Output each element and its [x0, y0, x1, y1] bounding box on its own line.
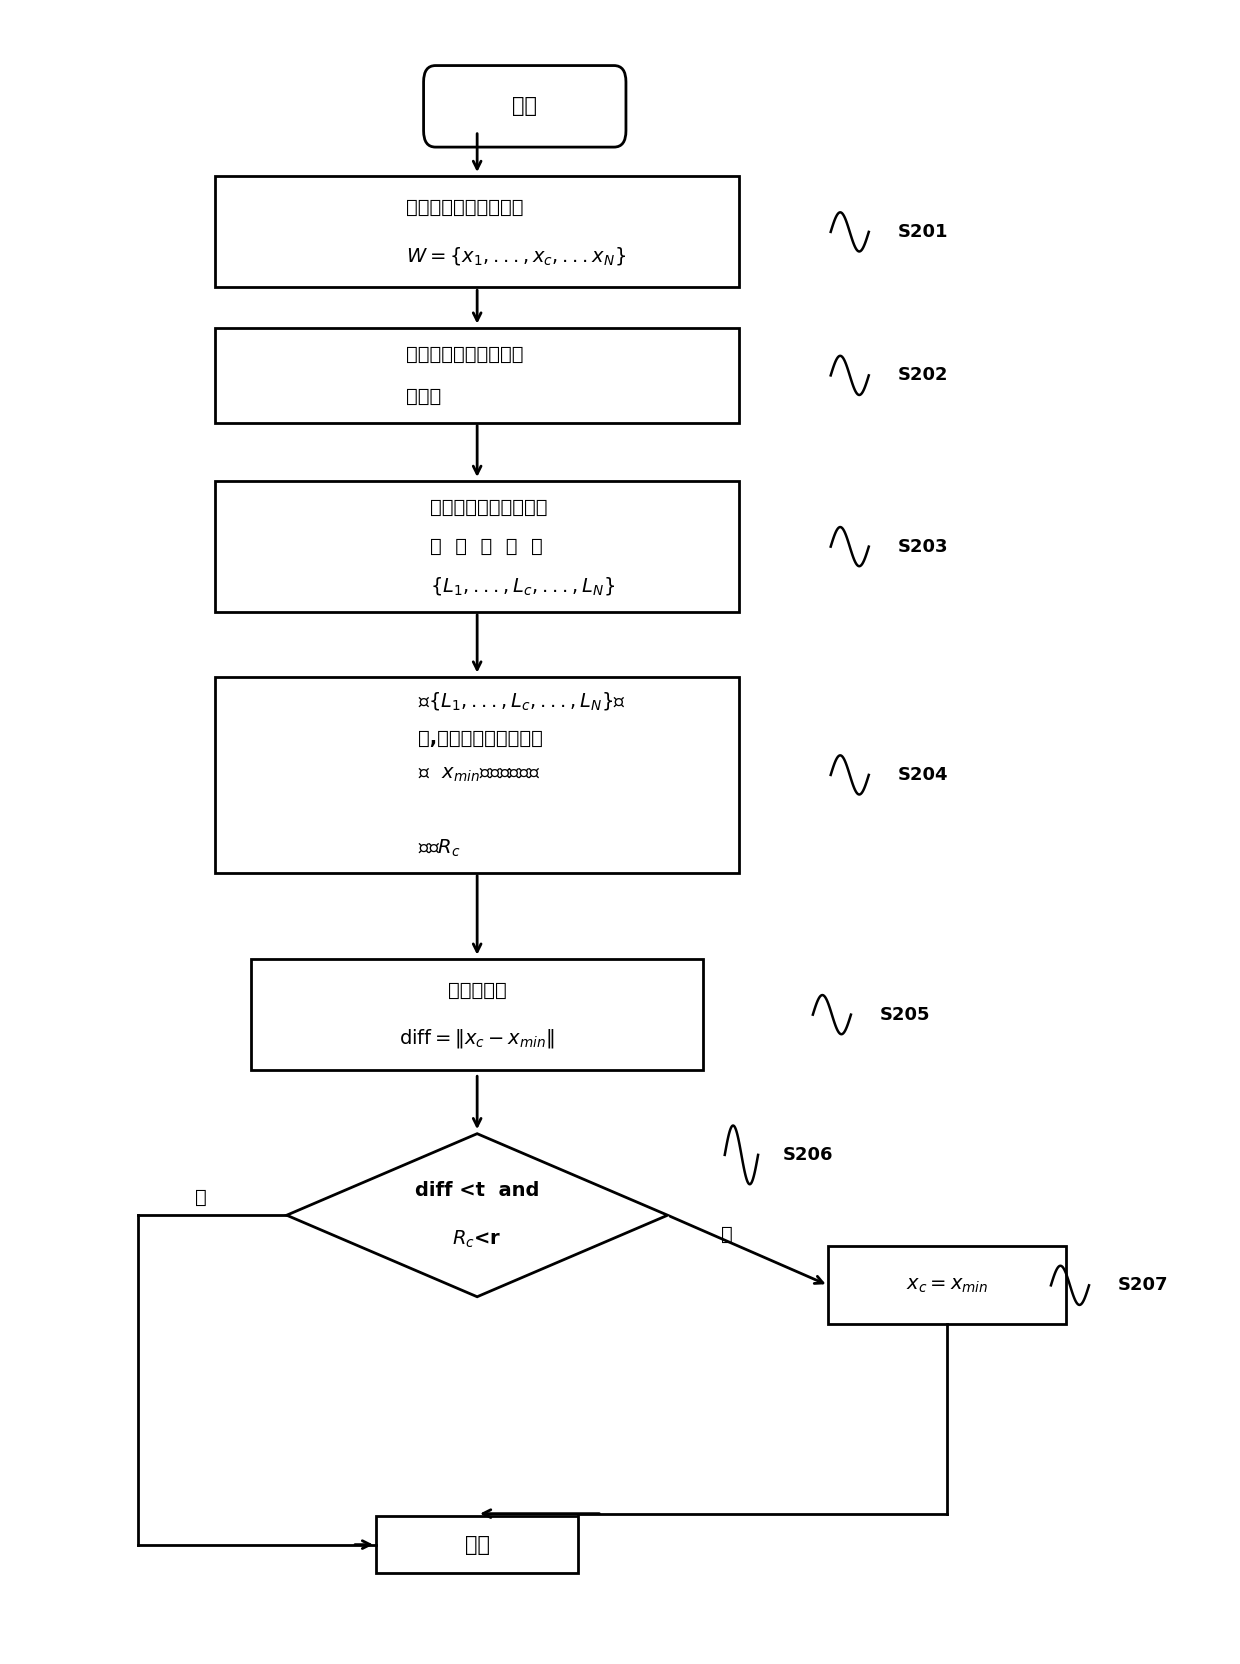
Text: $\{L_1,...,L_c,...,L_N\}$: $\{L_1,...,L_c,...,L_N\}$ — [429, 576, 615, 597]
Bar — [216, 481, 739, 612]
Text: S203: S203 — [898, 537, 947, 556]
Text: S204: S204 — [898, 765, 947, 784]
Text: $x_c = x_{min}$: $x_c = x_{min}$ — [906, 1276, 988, 1295]
Text: S201: S201 — [898, 223, 947, 241]
Text: 计算矢量差: 计算矢量差 — [448, 982, 506, 1000]
Text: 对$\{L_1,...,L_c,...,L_N\}$排: 对$\{L_1,...,L_c,...,L_N\}$排 — [418, 691, 625, 712]
Text: 素  $x_{min}$和中心像素的: 素 $x_{min}$和中心像素的 — [418, 765, 541, 784]
Text: 计算各像素到其他像素: 计算各像素到其他像素 — [429, 498, 547, 516]
Text: 是: 是 — [722, 1225, 733, 1245]
Text: 的  距  离  之  和: 的 距 离 之 和 — [429, 537, 542, 556]
Text: S207: S207 — [1117, 1276, 1168, 1295]
Text: $R_c$<r: $R_c$<r — [453, 1230, 502, 1250]
Bar — [376, 1516, 578, 1572]
Polygon shape — [286, 1133, 667, 1296]
Text: 否: 否 — [195, 1188, 207, 1206]
Text: 序,得到最小排序对应像: 序,得到最小排序对应像 — [418, 729, 543, 747]
Text: 根据滤波窗口形状取得: 根据滤波窗口形状取得 — [405, 198, 523, 218]
Text: 计算各像素到其他像素: 计算各像素到其他像素 — [405, 346, 523, 364]
Text: 开始: 开始 — [512, 97, 537, 116]
Bar — [216, 176, 739, 288]
Text: $W=\{x_1,...,x_c,...x_N\}$: $W=\{x_1,...,x_c,...x_N\}$ — [405, 245, 626, 266]
Bar — [216, 677, 739, 872]
Text: 位置$R_c$: 位置$R_c$ — [418, 839, 460, 859]
Text: S206: S206 — [784, 1146, 833, 1163]
Text: S205: S205 — [879, 1005, 930, 1023]
Text: diff <t  and: diff <t and — [415, 1181, 539, 1200]
Text: 退出: 退出 — [465, 1534, 490, 1554]
Bar — [250, 958, 703, 1070]
Text: $\mathrm{diff}=\|x_c - x_{min}\|$: $\mathrm{diff}=\|x_c - x_{min}\|$ — [399, 1027, 556, 1050]
Bar — [216, 328, 739, 423]
Text: S202: S202 — [898, 366, 947, 384]
Bar — [828, 1246, 1066, 1325]
FancyBboxPatch shape — [424, 65, 626, 146]
Text: 的距离: 的距离 — [405, 386, 441, 406]
